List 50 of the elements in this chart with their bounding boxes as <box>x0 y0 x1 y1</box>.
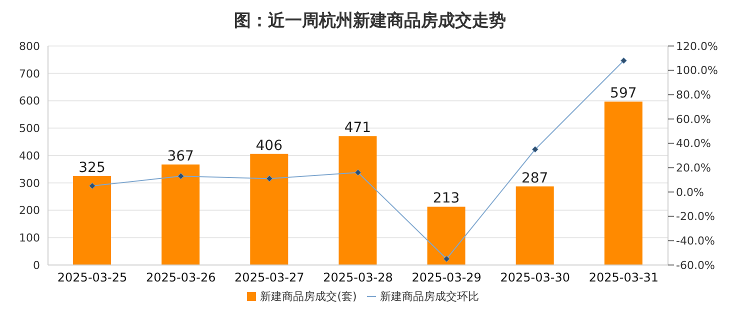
point <box>620 57 627 64</box>
bar <box>604 102 642 265</box>
y2-tick-label: 0.0% <box>676 186 704 199</box>
data-label: 406 <box>256 138 283 154</box>
y2-tick-label: 100.0% <box>676 64 718 78</box>
bar <box>73 176 111 265</box>
y2-tick-label: -20.0% <box>676 210 715 224</box>
point <box>178 172 184 180</box>
x-tick-label: 2025-03-25 <box>57 270 128 285</box>
y-tick-label: 0 <box>33 258 40 272</box>
point <box>443 256 450 262</box>
y2-tick-label: 120.0% <box>676 40 718 53</box>
x-tick-label: 2025-03-29 <box>412 270 482 285</box>
y-tick-label: 300 <box>19 176 40 190</box>
x-tick-label: 2025-03-28 <box>323 270 393 285</box>
y-tick-label: 500 <box>19 122 40 136</box>
x-tick-label: 2025-03-31 <box>588 270 659 285</box>
bar <box>162 164 200 265</box>
y-tick-label: 800 <box>19 40 40 53</box>
chart-title: 图：近一周杭州新建商品房成交走势 <box>233 10 507 33</box>
data-label: 325 <box>78 160 106 176</box>
y2-tick-label: -40.0% <box>676 234 715 248</box>
data-label: 213 <box>432 190 460 207</box>
y-tick-label: 400 <box>19 149 40 162</box>
data-label: 367 <box>167 148 194 165</box>
bar <box>338 136 377 265</box>
y2-tick-label: 40.0% <box>676 137 711 150</box>
y2-tick-label: 80.0% <box>676 88 711 102</box>
y-tick-label: 200 <box>19 204 40 218</box>
y-tick-label: 700 <box>19 67 40 80</box>
data-label: 597 <box>610 86 637 102</box>
bar <box>250 154 288 265</box>
point <box>89 182 96 190</box>
y2-tick-label: 60.0% <box>676 112 711 126</box>
data-label: 287 <box>521 170 548 186</box>
bar <box>516 186 554 265</box>
y-tick-label: 100 <box>19 232 40 245</box>
legend-label: 新建商品房成交(套) <box>260 290 357 303</box>
y2-tick-label: 20.0% <box>676 162 711 175</box>
bar <box>427 206 466 265</box>
legend-label: 新建商品房成交环比 <box>380 290 479 303</box>
point <box>354 169 362 176</box>
point <box>532 146 538 153</box>
data-label: 471 <box>344 120 372 136</box>
x-tick-label: 2025-03-30 <box>500 270 570 285</box>
y-tick-label: 600 <box>19 94 40 108</box>
x-tick-label: 2025-03-27 <box>234 270 304 285</box>
y2-tick-label: -60.0% <box>676 258 715 272</box>
x-tick-label: 2025-03-26 <box>146 270 216 285</box>
point <box>266 175 273 182</box>
